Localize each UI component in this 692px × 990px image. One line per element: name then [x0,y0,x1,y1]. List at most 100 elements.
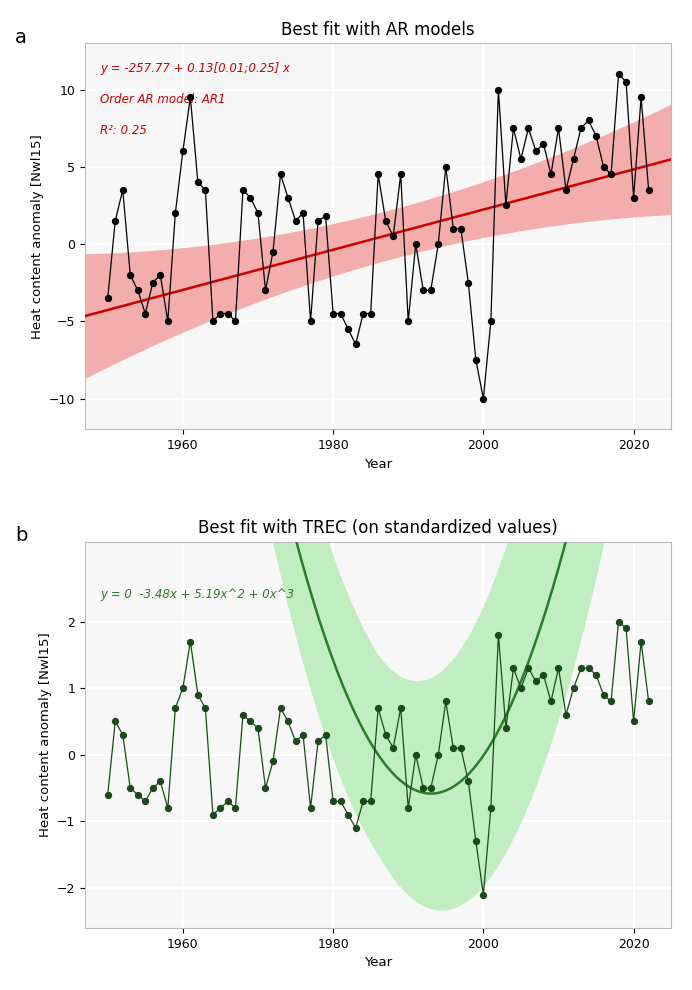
Point [125,780,136,796]
Point [568,151,579,167]
Point [140,793,151,809]
Point [125,267,136,283]
Point [410,236,421,251]
Point [395,166,406,182]
Point [230,800,241,816]
Point [253,205,264,221]
Point [440,158,451,174]
Point [471,834,482,849]
Text: Order AR model: AR1: Order AR model: AR1 [100,93,226,106]
Point [380,213,391,229]
Point [163,800,174,816]
Point [485,800,496,816]
Point [327,306,338,322]
Point [298,205,309,221]
Point [613,66,624,82]
Point [418,780,429,796]
Text: R²: 0.25: R²: 0.25 [100,125,147,138]
Point [245,190,256,206]
Point [606,694,617,710]
Point [343,807,354,823]
Point [576,120,587,136]
Point [132,787,143,803]
Text: a: a [15,28,27,47]
Point [380,727,391,742]
Point [177,680,188,696]
Point [245,714,256,730]
Point [508,660,519,676]
Point [508,120,519,136]
Point [463,274,474,290]
Point [583,660,594,676]
Point [621,74,632,90]
Point [343,321,354,337]
Point [500,720,511,736]
Point [388,741,399,756]
Point [155,773,166,789]
X-axis label: Year: Year [364,457,392,470]
Point [516,680,527,696]
Point [185,634,196,649]
Point [275,166,286,182]
Point [403,314,414,330]
Point [140,306,151,322]
Point [132,282,143,298]
Point [561,707,572,723]
Point [110,213,121,229]
Point [455,221,466,237]
Point [471,352,482,368]
Point [576,660,587,676]
Point [628,190,639,206]
Point [455,741,466,756]
Point [448,221,459,237]
Point [290,213,301,229]
Point [553,120,564,136]
Point [215,306,226,322]
Point [102,290,113,306]
Point [643,694,654,710]
Point [530,144,541,159]
Point [365,306,376,322]
Point [432,236,444,251]
Point [590,128,601,144]
Point [358,306,369,322]
Point [553,660,564,676]
Point [320,208,331,224]
Point [275,700,286,716]
Text: y = 0  -3.48x + 5.19x^2 + 0x^3: y = 0 -3.48x + 5.19x^2 + 0x^3 [100,588,294,601]
Point [215,800,226,816]
Point [147,274,158,290]
Point [568,680,579,696]
Point [538,667,549,683]
Point [208,807,219,823]
Point [425,282,436,298]
Point [500,197,511,213]
Point [335,793,346,809]
Point [185,89,196,105]
Point [192,687,203,703]
Point [290,734,301,749]
X-axis label: Year: Year [364,956,392,969]
Point [583,113,594,129]
Point [222,306,233,322]
Point [117,727,128,742]
Point [222,793,233,809]
Point [163,314,174,330]
Point [282,190,293,206]
Point [643,182,654,198]
Point [313,734,324,749]
Point [177,144,188,159]
Point [448,741,459,756]
Point [117,182,128,198]
Point [170,205,181,221]
Point [561,182,572,198]
Point [432,746,444,762]
Point [477,887,489,903]
Point [192,174,203,190]
Point [102,787,113,803]
Point [260,780,271,796]
Point [200,700,211,716]
Point [538,136,549,151]
Point [440,694,451,710]
Point [523,660,534,676]
